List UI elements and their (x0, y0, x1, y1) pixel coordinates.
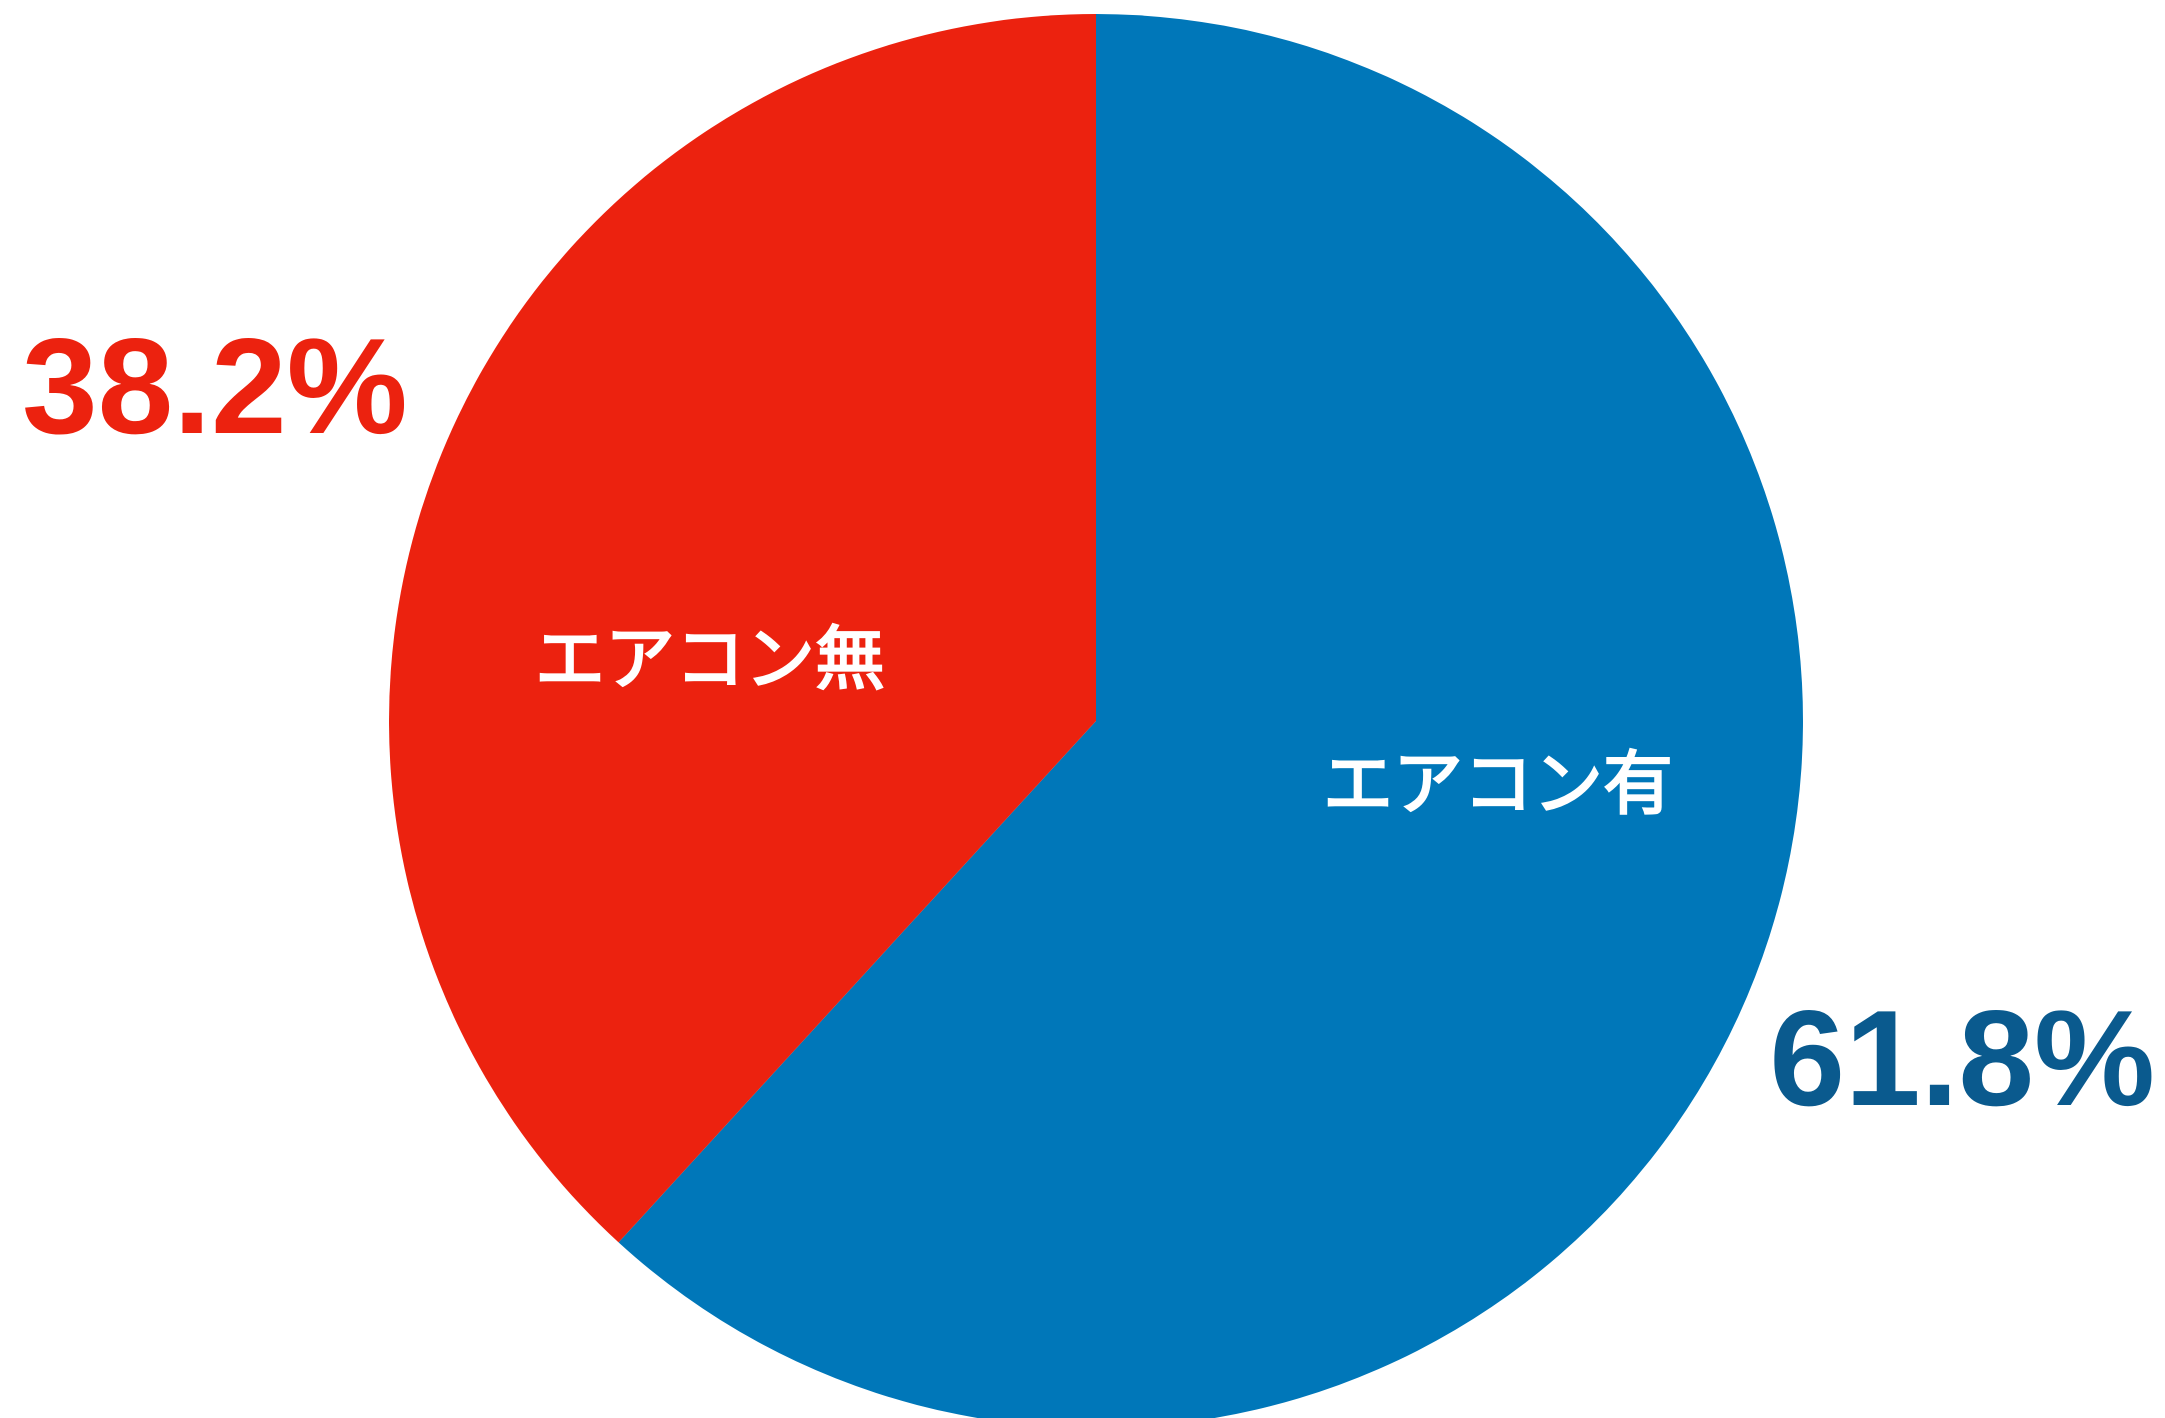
slice-label-1: エアコン有 (1323, 743, 1673, 825)
pie-slices (389, 14, 1803, 1418)
pie-labels: エアコン有 61.8% エアコン無 38.2% (22, 310, 2155, 1134)
pie-slice-2 (389, 14, 1097, 1243)
slice-label-2: エアコン無 (535, 618, 885, 700)
percentage-label-2: 38.2% (22, 310, 408, 462)
pie-slice-1 (618, 14, 1803, 1418)
percentage-label-1: 61.8% (1769, 982, 2155, 1134)
